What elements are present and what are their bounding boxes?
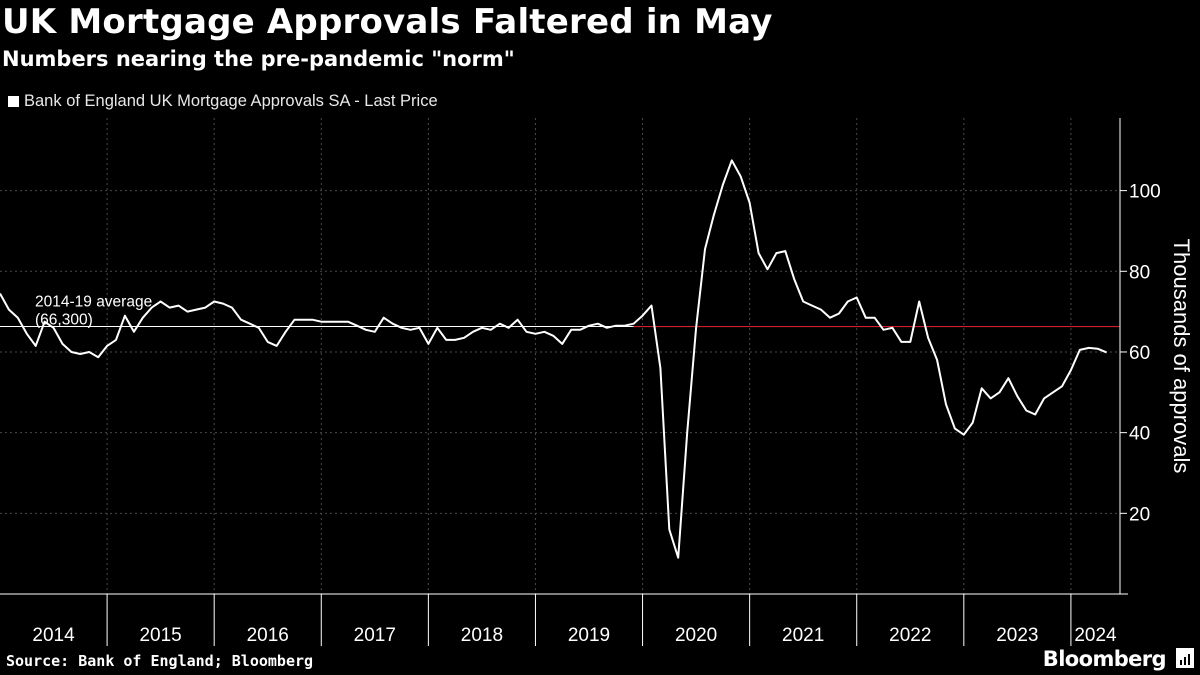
x-tick-label: 2017 — [354, 625, 396, 646]
x-tick-label: 2014 — [32, 625, 75, 646]
brand-logo: Bloomberg — [1042, 647, 1167, 671]
legend-label: Bank of England UK Mortgage Approvals SA… — [24, 92, 438, 110]
x-tick-label: 2021 — [782, 625, 824, 646]
y-tick-label: 20 — [1129, 504, 1150, 525]
source-note: Source: Bank of England; Bloomberg — [6, 652, 314, 670]
x-tick-label: 2016 — [247, 625, 289, 646]
bloomberg-mark-icon — [1176, 648, 1194, 668]
series-line — [0, 159, 1107, 559]
x-tick-label: 2020 — [675, 625, 717, 646]
x-tick-label: 2024 — [1074, 625, 1117, 646]
chart-subtitle: Numbers nearing the pre-pandemic "norm" — [2, 47, 515, 71]
x-tick-label: 2015 — [139, 625, 181, 646]
average-annotation-value: (66,300) — [35, 312, 93, 329]
y-tick-label: 80 — [1129, 262, 1150, 283]
x-tick-label: 2023 — [996, 625, 1038, 646]
y-tick-label: 40 — [1129, 424, 1150, 445]
legend: Bank of England UK Mortgage Approvals SA… — [8, 92, 438, 111]
average-annotation: 2014-19 average — [35, 294, 152, 311]
x-tick-label: 2018 — [461, 625, 503, 646]
chart-title: UK Mortgage Approvals Faltered in May — [2, 2, 773, 42]
y-tick-label: 60 — [1129, 343, 1150, 364]
y-tick-label: 100 — [1129, 182, 1161, 203]
x-tick-label: 2022 — [889, 625, 931, 646]
y-axis-label: Thousands of approvals — [1169, 239, 1194, 474]
legend-swatch-icon — [8, 96, 19, 107]
x-tick-label: 2019 — [568, 625, 610, 646]
